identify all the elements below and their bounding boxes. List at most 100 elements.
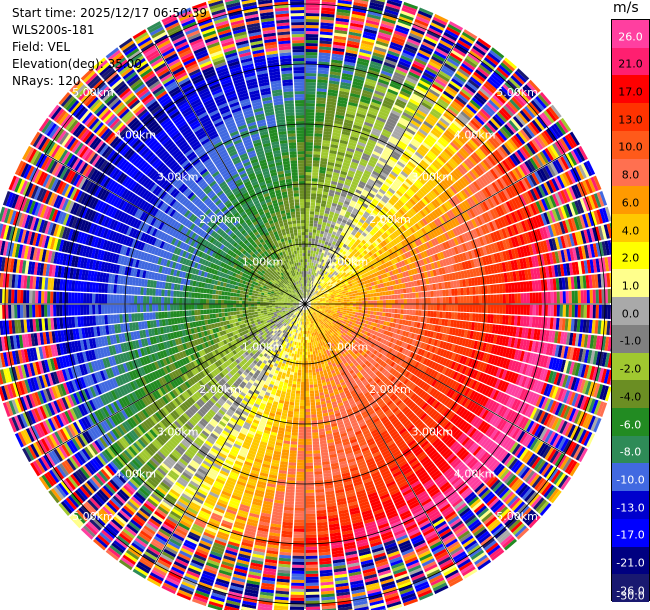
velocity-gate bbox=[415, 292, 419, 298]
velocity-gate bbox=[309, 223, 314, 227]
velocity-gate bbox=[360, 98, 371, 105]
velocity-gate bbox=[494, 69, 507, 81]
velocity-gate bbox=[337, 298, 341, 301]
velocity-gate bbox=[356, 110, 367, 116]
velocity-gate bbox=[347, 228, 353, 234]
velocity-gate bbox=[334, 194, 340, 199]
velocity-gate bbox=[337, 2, 352, 8]
velocity-gate bbox=[431, 161, 441, 170]
velocity-gate bbox=[365, 19, 380, 26]
velocity-gate bbox=[405, 221, 412, 228]
velocity-gate bbox=[309, 280, 312, 284]
velocity-gate bbox=[355, 304, 359, 307]
velocity-gate bbox=[348, 226, 354, 231]
velocity-gate bbox=[402, 204, 410, 212]
velocity-gate bbox=[341, 73, 353, 78]
velocity-gate bbox=[484, 103, 496, 115]
velocity-gate bbox=[508, 138, 519, 150]
velocity-gate bbox=[349, 233, 355, 239]
velocity-gate bbox=[505, 294, 509, 304]
velocity-gate bbox=[358, 54, 371, 61]
velocity-gate bbox=[341, 190, 348, 195]
velocity-gate bbox=[553, 291, 557, 304]
velocity-gate bbox=[316, 287, 319, 291]
velocity-gate bbox=[337, 151, 345, 157]
velocity-gate bbox=[435, 157, 445, 166]
velocity-gate bbox=[318, 58, 330, 63]
velocity-gate bbox=[399, 288, 404, 294]
velocity-gate bbox=[312, 160, 320, 164]
velocity-gate bbox=[381, 234, 387, 240]
velocity-gate bbox=[311, 193, 317, 197]
velocity-gate bbox=[314, 241, 318, 246]
velocity-gate bbox=[358, 197, 365, 203]
velocity-gate bbox=[388, 85, 400, 93]
velocity-gate bbox=[574, 304, 578, 318]
velocity-gate bbox=[374, 240, 380, 246]
velocity-gate bbox=[347, 192, 354, 197]
velocity-gate bbox=[443, 31, 458, 42]
velocity-gate bbox=[322, 301, 326, 303]
velocity-gate bbox=[328, 239, 333, 244]
velocity-gate bbox=[356, 63, 368, 70]
velocity-gate bbox=[319, 246, 324, 250]
velocity-gate bbox=[355, 298, 359, 302]
velocity-gate bbox=[316, 266, 319, 271]
velocity-gate bbox=[316, 97, 326, 102]
velocity-gate bbox=[472, 152, 482, 162]
velocity-gate bbox=[376, 311, 380, 316]
velocity-gate bbox=[461, 162, 471, 172]
velocity-gate bbox=[332, 129, 342, 134]
velocity-gate bbox=[316, 103, 326, 107]
velocity-gate bbox=[307, 292, 309, 296]
velocity-gate bbox=[427, 91, 439, 100]
velocity-gate bbox=[574, 290, 578, 304]
velocity-gate bbox=[388, 308, 392, 313]
velocity-gate bbox=[337, 148, 346, 154]
velocity-gate bbox=[400, 138, 410, 146]
velocity-gate bbox=[307, 292, 310, 296]
velocity-gate bbox=[415, 304, 419, 310]
velocity-gate bbox=[313, 226, 317, 230]
velocity-gate bbox=[383, 223, 390, 230]
velocity-gate bbox=[323, 128, 333, 133]
velocity-gate bbox=[451, 304, 455, 312]
velocity-gate bbox=[354, 215, 361, 221]
velocity-gate bbox=[332, 175, 339, 180]
velocity-gate bbox=[322, 256, 326, 261]
velocity-gate bbox=[326, 170, 333, 175]
velocity-gate bbox=[312, 163, 320, 167]
velocity-gate bbox=[398, 158, 407, 166]
velocity-gate bbox=[309, 259, 312, 263]
velocity-gate bbox=[360, 252, 366, 257]
velocity-gate bbox=[432, 53, 446, 62]
velocity-gate bbox=[397, 143, 406, 151]
velocity-gate bbox=[473, 71, 486, 82]
velocity-gate bbox=[353, 1, 368, 8]
velocity-gate bbox=[375, 119, 385, 126]
velocity-gate bbox=[391, 308, 395, 314]
velocity-gate bbox=[319, 268, 323, 272]
velocity-gate bbox=[472, 117, 483, 128]
velocity-gate bbox=[524, 84, 537, 97]
velocity-gate bbox=[351, 210, 358, 216]
velocity-gate bbox=[466, 81, 478, 92]
velocity-gate bbox=[337, 237, 343, 242]
velocity-gate bbox=[492, 95, 504, 107]
velocity-gate bbox=[406, 298, 410, 304]
velocity-gate bbox=[559, 304, 563, 317]
velocity-gate bbox=[387, 141, 396, 148]
velocity-gate bbox=[317, 70, 329, 75]
velocity-gate bbox=[362, 89, 373, 96]
velocity-gate bbox=[366, 290, 371, 294]
velocity-gate bbox=[305, 145, 313, 149]
velocity-gate bbox=[389, 83, 401, 90]
velocity-gate bbox=[360, 246, 365, 252]
velocity-gate bbox=[365, 227, 371, 233]
velocity-gate bbox=[322, 280, 325, 284]
velocity-gate bbox=[502, 83, 515, 96]
velocity-gate bbox=[352, 298, 356, 302]
velocity-gate bbox=[490, 136, 501, 147]
velocity-gate bbox=[366, 314, 371, 318]
velocity-gate bbox=[452, 47, 466, 57]
